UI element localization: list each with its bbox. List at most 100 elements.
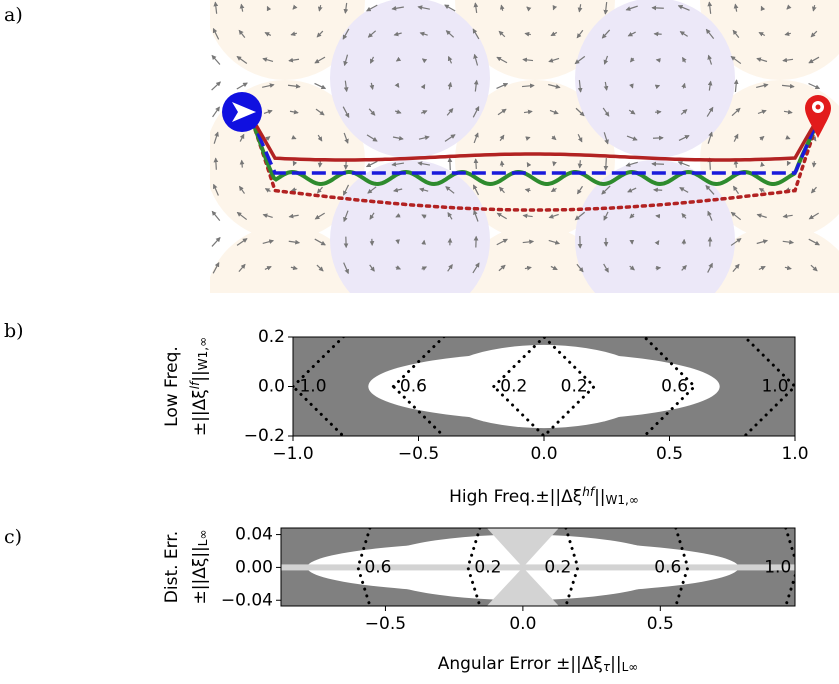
flow-arrow [681, 82, 686, 89]
flow-arrow [706, 106, 714, 117]
flow-arrow [602, 107, 610, 117]
flow-arrow [550, 187, 557, 193]
flow-arrow [550, 265, 558, 271]
trajectory [248, 113, 822, 212]
flow-arrow [420, 84, 426, 90]
panel-label: b) [4, 320, 24, 342]
flow-arrow [707, 210, 713, 221]
goal-pin [805, 95, 831, 138]
flow-arrow [236, 211, 248, 221]
flow-arrow [783, 109, 793, 115]
flow-arrow [577, 160, 583, 169]
flow-arrow [264, 188, 271, 193]
flow-arrow [524, 265, 532, 271]
flow-arrow [395, 265, 402, 270]
flow-arrow [288, 239, 301, 245]
flow-arrow [263, 109, 273, 115]
flow-arrow [290, 265, 298, 271]
flow-arrow [654, 84, 661, 90]
x-tick-label: −0.5 [398, 444, 439, 464]
flow-arrow [342, 184, 350, 196]
flow-arrow [625, 5, 638, 11]
flow-arrow [391, 5, 404, 11]
flow-arrow [707, 80, 713, 91]
flow-arrow [212, 262, 220, 274]
flow-arrow [757, 109, 767, 115]
flow-arrow [421, 266, 428, 271]
flow-arrow [499, 160, 505, 167]
x-tick-label: 1.0 [781, 444, 808, 464]
trajectory [248, 114, 822, 175]
vortex-region [455, 225, 615, 293]
flow-arrow [419, 31, 428, 37]
flow-arrow [213, 157, 219, 170]
flow-arrow [759, 135, 765, 141]
flow-arrow [627, 31, 636, 37]
flow-arrow [499, 4, 505, 11]
flow-arrow [366, 4, 378, 12]
flow-arrow [548, 239, 561, 245]
flow-arrow [264, 32, 272, 37]
flow-arrow [496, 56, 508, 64]
label-part: || [610, 654, 621, 674]
flow-arrow [239, 159, 245, 168]
flow-arrow [548, 83, 561, 89]
flow-arrow [730, 238, 742, 246]
flow-arrow [733, 79, 739, 93]
flow-arrow [447, 157, 453, 171]
flow-arrow [472, 105, 480, 118]
contour-label: 0.6 [400, 377, 427, 397]
y-tick-label: 0.04 [235, 525, 273, 545]
flow-arrow [550, 31, 558, 37]
flow-arrow [369, 82, 375, 90]
flow-arrow [262, 83, 275, 88]
flow-arrow [444, 4, 456, 12]
label-part: W1,∞ [196, 337, 210, 370]
flow-arrow [732, 29, 740, 39]
flow-arrow [549, 109, 559, 115]
flow-arrow [523, 109, 533, 115]
flow-arrow [367, 186, 377, 194]
flow-arrow [211, 81, 221, 91]
flow-arrow [680, 109, 688, 115]
flow-arrow [391, 161, 405, 167]
flow-arrow [343, 2, 349, 14]
flow-arrow [653, 187, 663, 193]
flow-arrow [289, 109, 299, 115]
flow-arrow [808, 56, 820, 64]
flow-arrow [810, 30, 818, 38]
flow-arrow [733, 133, 739, 142]
flow-arrow [287, 83, 301, 89]
flow-arrow [473, 2, 479, 13]
flow-arrow [808, 212, 819, 220]
flow-arrow [395, 213, 401, 218]
contour-label: 1.0 [299, 377, 326, 397]
flow-arrow [677, 5, 690, 11]
x-tick-label: −0.5 [365, 614, 406, 634]
flow-arrow [314, 212, 325, 220]
flow-arrow [655, 265, 662, 271]
flow-arrow [601, 185, 611, 195]
flow-arrow [782, 213, 793, 219]
flow-arrow [393, 31, 402, 37]
flow-arrow [575, 107, 585, 117]
flow-arrow [576, 29, 584, 39]
y-axis-label: Dist. Err. [162, 531, 182, 603]
flow-arrow [420, 110, 428, 115]
flow-arrow [472, 184, 480, 196]
flow-arrow [211, 54, 221, 65]
flow-arrow [445, 30, 455, 38]
flow-arrow [366, 134, 378, 142]
flow-arrow [472, 262, 480, 274]
y-tick-label: 0.00 [235, 557, 273, 577]
flow-arrow [756, 57, 768, 63]
flow-arrow [548, 213, 559, 219]
flow-arrow [705, 184, 715, 195]
flow-arrow [652, 135, 664, 141]
flow-arrow [316, 30, 324, 38]
flow-arrow [524, 31, 531, 37]
flow-arrow [497, 108, 507, 116]
flow-arrow [496, 212, 507, 220]
flow-arrow [290, 187, 297, 192]
flow-arrow [394, 82, 400, 88]
